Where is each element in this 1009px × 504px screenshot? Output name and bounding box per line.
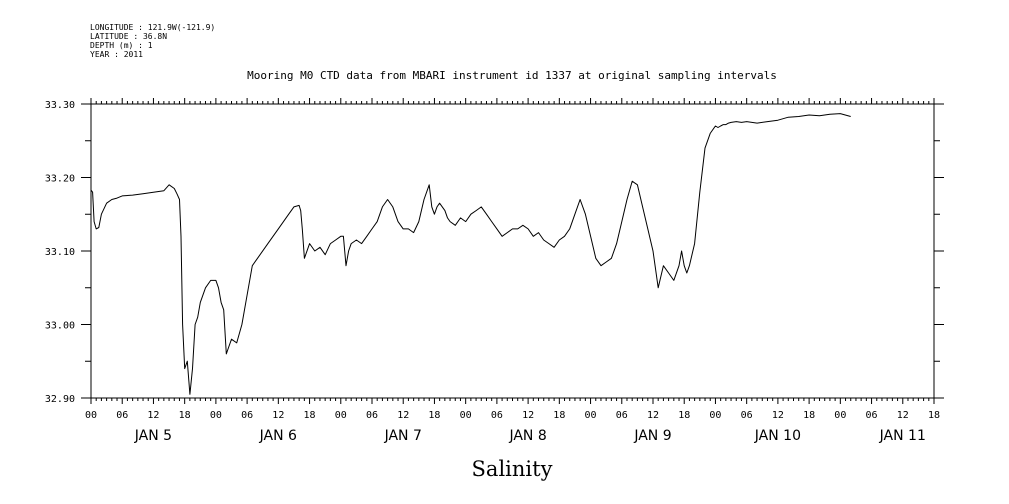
x-tick-label: 00 bbox=[834, 410, 846, 421]
x-tick-label: 12 bbox=[397, 410, 409, 421]
x-tick-label: 12 bbox=[272, 410, 284, 421]
chart-title: Mooring M0 CTD data from MBARI instrumen… bbox=[247, 69, 777, 82]
depth-label: DEPTH (m) : 1 bbox=[90, 41, 153, 50]
y-tick-label: 33.00 bbox=[45, 321, 75, 332]
x-tick-label: 06 bbox=[366, 410, 378, 421]
series-group bbox=[90, 113, 851, 395]
x-tick-label: 18 bbox=[678, 410, 690, 421]
year-label: YEAR : 2011 bbox=[90, 50, 143, 59]
day-label: JAN 6 bbox=[259, 428, 297, 444]
x-tick-label: 12 bbox=[897, 410, 909, 421]
x-tick-label: 18 bbox=[304, 410, 316, 421]
plot-frame bbox=[90, 103, 935, 399]
x-tick-label: 00 bbox=[460, 410, 472, 421]
day-label: JAN 9 bbox=[633, 428, 671, 444]
x-tick-label: 12 bbox=[522, 410, 534, 421]
y-tick-label: 33.30 bbox=[45, 100, 75, 111]
y-tick-label: 32.90 bbox=[45, 394, 75, 405]
latitude-label: LATITUDE : 36.8N bbox=[90, 32, 167, 41]
x-axis-labels: 00 06 12 18 00 06 12 18 00 06 12 18 00 06 12 18 00 06 12 18… bbox=[85, 410, 940, 421]
x-tick-label: 18 bbox=[428, 410, 440, 421]
day-label: JAN 11 bbox=[879, 428, 926, 444]
x-tick-label: 00 bbox=[585, 410, 597, 421]
y-tick-label: 33.10 bbox=[45, 247, 75, 258]
axis-ticks bbox=[81, 98, 944, 404]
x-tick-label: 06 bbox=[241, 410, 253, 421]
x-tick-label: 06 bbox=[116, 410, 128, 421]
y-axis-labels: 33.30 33.20 33.10 33.00 32.90 bbox=[45, 100, 75, 405]
x-tick-label: 06 bbox=[866, 410, 878, 421]
x-tick-label: 18 bbox=[803, 410, 815, 421]
day-label: JAN 8 bbox=[508, 428, 546, 444]
day-labels: JAN 5 JAN 6 JAN 7 JAN 8 JAN 9 JAN 10 JAN 11 bbox=[134, 428, 926, 444]
day-label: JAN 7 bbox=[384, 428, 422, 444]
x-tick-label: 00 bbox=[210, 410, 222, 421]
x-tick-label: 06 bbox=[741, 410, 753, 421]
x-tick-label: 12 bbox=[647, 410, 659, 421]
x-tick-label: 12 bbox=[772, 410, 784, 421]
x-tick-label: 06 bbox=[616, 410, 628, 421]
longitude-label: LONGITUDE : 121.9W(-121.9) bbox=[90, 23, 215, 32]
day-label: JAN 5 bbox=[134, 428, 172, 444]
y-tick-label: 33.20 bbox=[45, 174, 75, 185]
x-tick-label: 00 bbox=[85, 410, 97, 421]
day-label: JAN 10 bbox=[754, 428, 801, 444]
x-tick-label: 18 bbox=[553, 410, 565, 421]
x-tick-label: 18 bbox=[928, 410, 940, 421]
x-axis-title: Salinity bbox=[472, 457, 553, 481]
x-tick-label: 18 bbox=[179, 410, 191, 421]
series-line-0 bbox=[90, 113, 851, 395]
x-tick-label: 00 bbox=[709, 410, 721, 421]
x-tick-label: 00 bbox=[335, 410, 347, 421]
x-tick-label: 06 bbox=[491, 410, 503, 421]
x-tick-label: 12 bbox=[147, 410, 159, 421]
